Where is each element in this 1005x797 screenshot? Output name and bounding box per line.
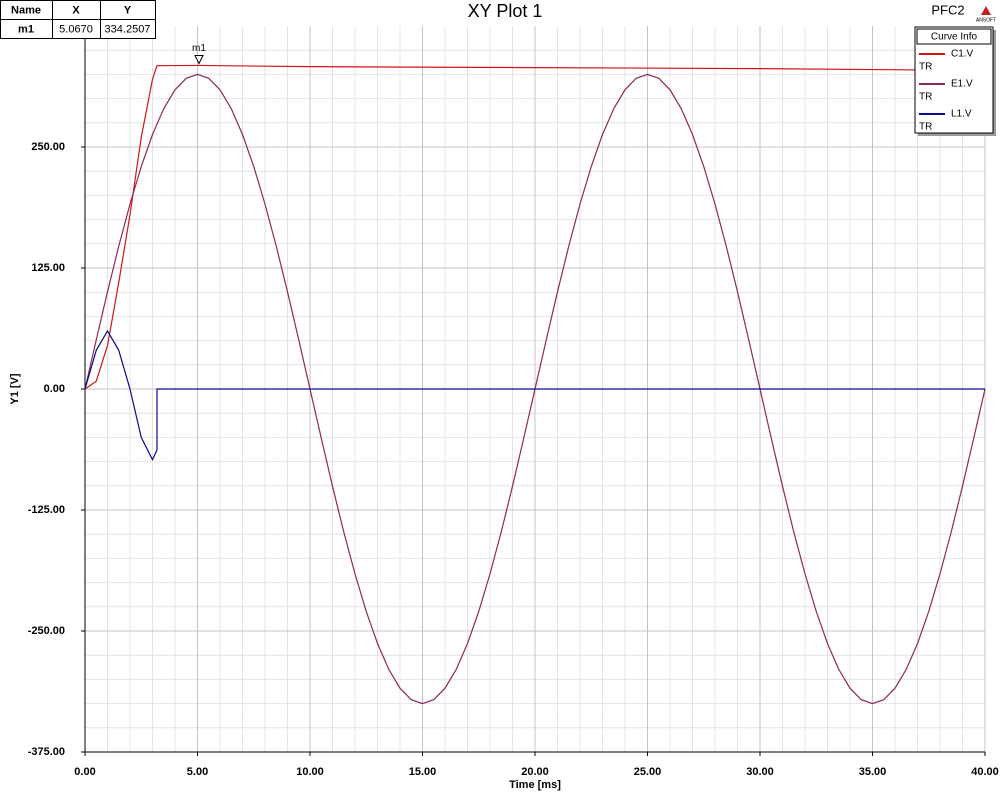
x-tick-label: 25.00	[634, 766, 662, 778]
table-cell: m1	[18, 23, 34, 35]
table-header: X	[72, 4, 80, 16]
legend-label: C1.V	[951, 49, 974, 60]
table-header: Y	[124, 4, 132, 16]
series-line	[84, 329, 985, 462]
x-tick-label: 0.00	[74, 766, 95, 778]
x-tick-label: 40.00	[971, 766, 999, 778]
x-tick-label: 35.00	[859, 766, 887, 778]
legend	[914, 26, 994, 134]
legend-solution: TR	[919, 62, 932, 73]
logo-icon	[981, 6, 991, 15]
x-tick-label: 10.00	[296, 766, 324, 778]
legend-solution: TR	[919, 122, 932, 133]
marker-triangle	[194, 54, 204, 65]
legend-label: E1.V	[951, 79, 973, 90]
legend-header	[916, 28, 992, 45]
x-axis-label: Time [ms]	[509, 779, 561, 791]
y-tick-label: 250.00	[31, 141, 65, 153]
table-header: Name	[11, 4, 41, 16]
y-tick-label: -250.00	[28, 625, 65, 637]
project-name: PFC2	[931, 2, 964, 17]
y-tick-label: -375.00	[28, 746, 65, 758]
y-tick-label: -125.00	[28, 504, 65, 516]
legend-label: L1.V	[951, 109, 972, 120]
y-axis-label: Y1 [V]	[9, 373, 21, 405]
legend-title: Curve Info	[931, 32, 978, 43]
legend-solution: TR	[919, 92, 932, 103]
table-cell: 5.0670	[59, 23, 93, 35]
y-tick-label: 0.00	[44, 383, 65, 395]
logo-text: ANSOFT	[976, 17, 996, 23]
x-tick-label: 30.00	[746, 766, 774, 778]
x-tick-label: 15.00	[409, 766, 437, 778]
x-tick-label: 5.00	[187, 766, 208, 778]
chart-title: XY Plot 1	[468, 1, 543, 21]
table-cell: 334.2507	[105, 23, 151, 35]
x-tick-label: 20.00	[521, 766, 549, 778]
marker-label: m1	[192, 43, 206, 54]
y-tick-label: 125.00	[31, 262, 65, 274]
